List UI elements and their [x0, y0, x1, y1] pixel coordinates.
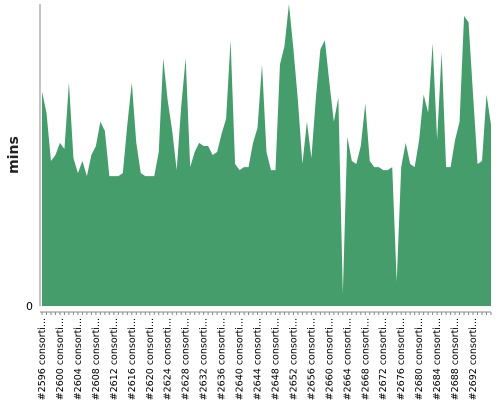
x-tick-label: #2648 consorti...: [270, 318, 281, 400]
x-tick-label: #2640 consorti...: [235, 318, 246, 400]
x-tick-label: #2672 consorti...: [378, 318, 389, 400]
x-tick-label: #2620 consorti...: [145, 318, 156, 400]
y-axis-ticks: 0: [26, 300, 33, 313]
y-tick-label: 0: [26, 300, 33, 313]
x-tick-label: #2644 consorti...: [253, 318, 264, 400]
x-tick-label: #2688 consorti...: [450, 318, 461, 400]
x-tick-label: #2604 consorti...: [73, 318, 84, 400]
x-tick-label: #2596 consorti...: [37, 318, 48, 400]
x-tick-label: #2600 consorti...: [55, 318, 66, 400]
x-tick-label: #2624 consorti...: [163, 318, 174, 400]
x-tick-label: #2664 consorti...: [342, 318, 353, 400]
x-tick-label: #2684 consorti...: [432, 318, 443, 400]
x-tick-label: #2632 consorti...: [199, 318, 210, 400]
x-tick-label: #2608 consorti...: [91, 318, 102, 400]
x-tick-label: #2680 consorti...: [414, 318, 425, 400]
x-tick-label: #2636 consorti...: [217, 318, 228, 400]
x-tick-label: #2628 consorti...: [181, 318, 192, 400]
x-tick-label: #2692 consorti...: [468, 318, 479, 400]
x-tick-label: #2612 consorti...: [109, 318, 120, 400]
area-series: [42, 4, 491, 306]
x-tick-label: #2676 consorti...: [396, 318, 407, 400]
x-tick-label: #2652 consorti...: [288, 318, 299, 400]
x-tick-label: #2660 consorti...: [324, 318, 335, 400]
x-tick-label: #2656 consorti...: [306, 318, 317, 400]
x-axis-ticks: #2596 consorti... #2600 consorti... #2604 …: [37, 312, 492, 400]
plot-area: [42, 4, 491, 306]
x-tick-label: #2668 consorti...: [360, 318, 371, 400]
x-tick-label: #2616 consorti...: [127, 318, 138, 400]
y-axis-title: mins: [6, 136, 22, 174]
